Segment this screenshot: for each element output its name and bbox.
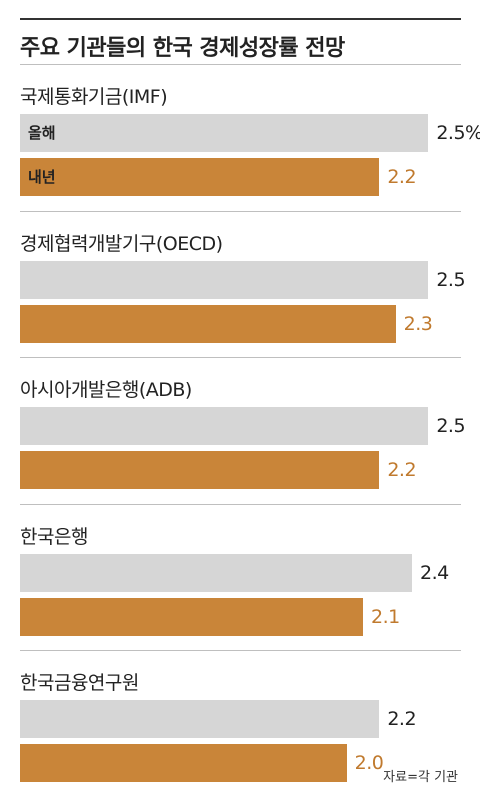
bar-this-year [20,553,412,592]
value-label-next-year: 2.3 [403,312,433,335]
series-label-this-year: 올해 [28,124,56,142]
group-divider [20,64,461,65]
source-note: 자료=각 기관 [383,770,458,785]
bar-this-year [20,700,380,738]
group-label: 아시아개발은행(ADB) [20,379,192,401]
bar-next-year [20,744,347,782]
value-label-this-year: 2.5 [436,415,466,437]
group-divider [20,503,461,505]
group-label: 경제협력개발기구(OECD) [20,232,223,255]
value-label-next-year: 2.1 [371,605,400,628]
value-label-next-year: 2.2 [387,459,417,481]
value-label-this-year: 2.5 [436,268,466,291]
bar-this-year [20,114,429,152]
bar-this-year [20,407,429,445]
group-divider [20,357,461,358]
bar-next-year [20,304,396,343]
value-label-this-year: 2.4 [420,561,449,584]
value-label-next-year: 2.0 [354,752,384,774]
bar-this-year [20,260,429,299]
group-label: 한국금융연구원 [20,672,139,694]
value-label-this-year: 2.5% [436,122,480,144]
bar-next-year [20,158,380,196]
top-rule [20,18,461,20]
group-divider [20,210,461,212]
series-label-next-year: 내년 [28,168,56,186]
chart-title: 주요 기관들의 한국 경제성장률 전망 [20,36,345,61]
group-label: 국제통화기금(IMF) [20,86,168,108]
bar-next-year [20,597,363,636]
group-label: 한국은행 [20,525,88,548]
value-label-this-year: 2.2 [387,708,417,730]
group-divider [20,650,461,651]
bar-next-year [20,451,380,489]
value-label-next-year: 2.2 [387,166,417,188]
